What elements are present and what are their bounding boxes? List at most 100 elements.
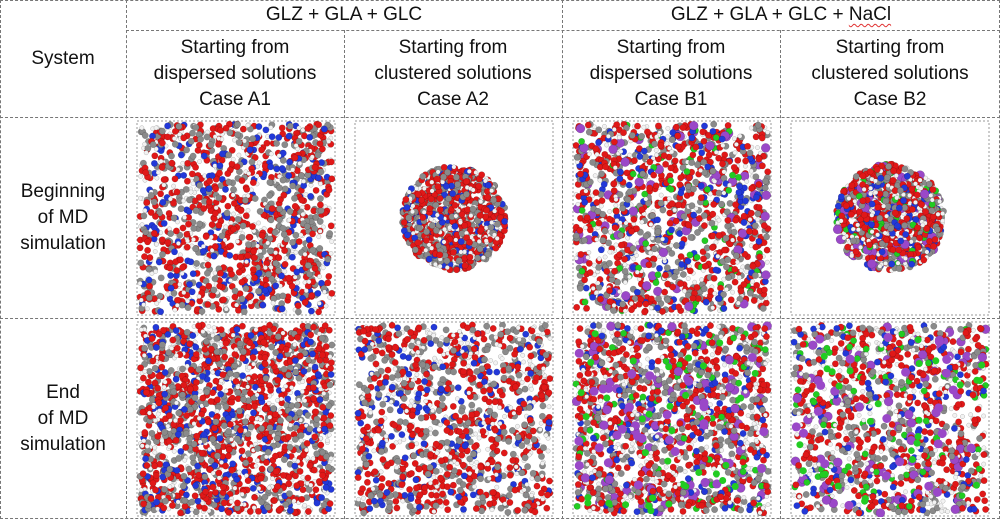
hydrogen-atom [480,255,486,261]
hydrogen-atom [617,220,623,226]
hydrogen-atom [585,254,591,260]
oxygen-atom [280,191,288,199]
oxygen-atom [630,157,638,165]
nitrogen-atom [902,230,910,238]
hydrogen-atom [323,303,329,309]
oxygen-atom [726,240,734,248]
hydrogen-atom [429,188,435,194]
oxygen-atom [595,219,603,227]
carbon-atom [316,245,324,252]
oxygen-atom [929,186,937,194]
oxygen-atom [301,298,309,306]
oxygen-atom [244,252,252,260]
carbon-atom [901,165,909,173]
carbon-atom [294,308,302,316]
hydrogen-atom [594,151,600,157]
nitrogen-atom [288,253,296,261]
oxygen-atom [168,159,176,167]
oxygen-atom [171,127,179,135]
oxygen-atom [895,246,903,254]
hydrogen-atom [653,147,659,153]
oxygen-atom [143,199,151,206]
nitrogen-atom [188,288,196,296]
oxygen-atom [158,163,166,171]
carbon-atom [746,149,754,157]
carbon-atom [487,223,495,231]
nitrogen-atom [222,185,229,193]
carbon-atom [211,275,219,283]
oxygen-atom [701,262,709,270]
hydrogen-atom [414,186,419,192]
oxygen-atom [434,183,442,191]
hydrogen-atom [181,290,187,296]
carbon-atom [573,153,581,161]
oxygen-atom [171,175,179,183]
carbon-atom [443,257,451,265]
hydrogen-atom [884,213,890,219]
carbon-atom [187,137,195,145]
hydrogen-atom [301,178,307,184]
hydrogen-atom [612,165,618,171]
oxygen-atom [298,196,306,204]
oxygen-atom [661,288,669,296]
hydrogen-atom [492,232,497,238]
nitrogen-atom [600,180,608,188]
hydrogen-atom [668,243,674,249]
carbon-atom [901,222,909,229]
chloride-atom [686,251,694,259]
hydrogen-atom [720,143,726,148]
nitrogen-atom [582,284,590,292]
hydrogen-atom [316,300,322,306]
oxygen-atom [462,178,470,185]
nitrogen-atom [411,234,419,242]
oxygen-atom [613,121,621,129]
chloride-atom [729,171,736,179]
nitrogen-atom [425,255,433,263]
oxygen-atom [157,190,165,198]
carbon-atom [688,159,696,167]
hydrogen-atom [171,136,177,142]
hydrogen-atom [200,243,206,249]
oxygen-atom [263,139,271,147]
hydrogen-atom [583,225,589,231]
hydrogen-atom [256,220,262,226]
oxygen-atom [185,220,192,228]
hydrogen-atom [245,193,251,199]
hydrogen-atom [171,183,177,189]
hydrogen-atom [476,239,482,244]
nitrogen-atom [157,308,165,316]
hydrogen-atom [868,185,874,191]
hydrogen-atom [596,256,602,262]
oxygen-atom [592,189,600,197]
sodium-atom [760,143,771,153]
oxygen-atom [630,215,638,223]
nitrogen-atom [403,204,411,212]
carbon-atom [423,228,431,236]
oxygen-atom [431,191,439,198]
oxygen-atom [752,243,760,251]
hydrogen-atom [328,251,334,256]
chloride-atom [701,237,709,245]
oxygen-atom [610,138,618,146]
nitrogen-atom [171,248,178,256]
carbon-atom [286,122,294,130]
nitrogen-atom [912,216,920,224]
hydrogen-atom [660,236,666,242]
carbon-atom [175,122,183,130]
oxygen-atom [453,266,461,274]
hydrogen-atom [273,250,279,256]
oxygen-atom [700,137,708,145]
carbon-atom [251,195,259,202]
hydrogen-atom [594,289,599,295]
nitrogen-atom [262,126,270,134]
carbon-atom [289,238,297,246]
hydrogen-atom [326,138,332,144]
hydrogen-atom [875,232,881,238]
column-header-b1: Starting from dispersed solutions Case B1 [562,30,780,117]
carbon-atom [626,188,634,196]
oxygen-atom [136,244,144,252]
carbon-atom [279,176,287,184]
oxygen-atom [889,246,897,254]
hydrogen-atom [903,255,908,261]
nitrogen-atom [293,268,301,276]
